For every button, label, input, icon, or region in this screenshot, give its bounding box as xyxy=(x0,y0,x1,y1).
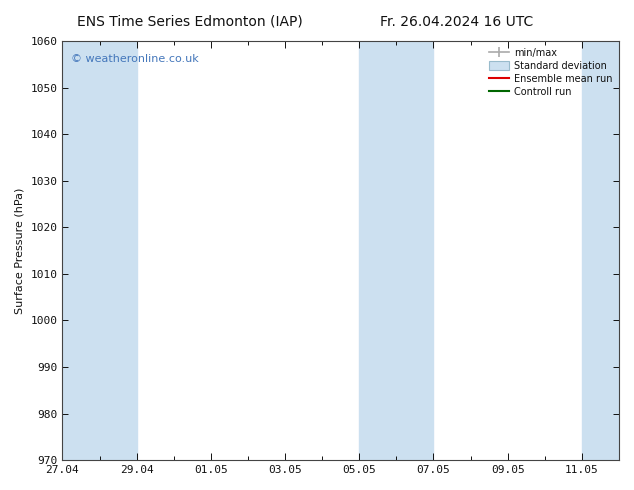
Legend: min/max, Standard deviation, Ensemble mean run, Controll run: min/max, Standard deviation, Ensemble me… xyxy=(486,44,616,100)
Bar xyxy=(582,41,619,460)
Bar xyxy=(359,41,434,460)
Bar xyxy=(62,41,137,460)
Text: © weatheronline.co.uk: © weatheronline.co.uk xyxy=(71,53,198,64)
Text: ENS Time Series Edmonton (IAP): ENS Time Series Edmonton (IAP) xyxy=(77,15,303,29)
Y-axis label: Surface Pressure (hPa): Surface Pressure (hPa) xyxy=(15,187,25,314)
Text: Fr. 26.04.2024 16 UTC: Fr. 26.04.2024 16 UTC xyxy=(380,15,533,29)
